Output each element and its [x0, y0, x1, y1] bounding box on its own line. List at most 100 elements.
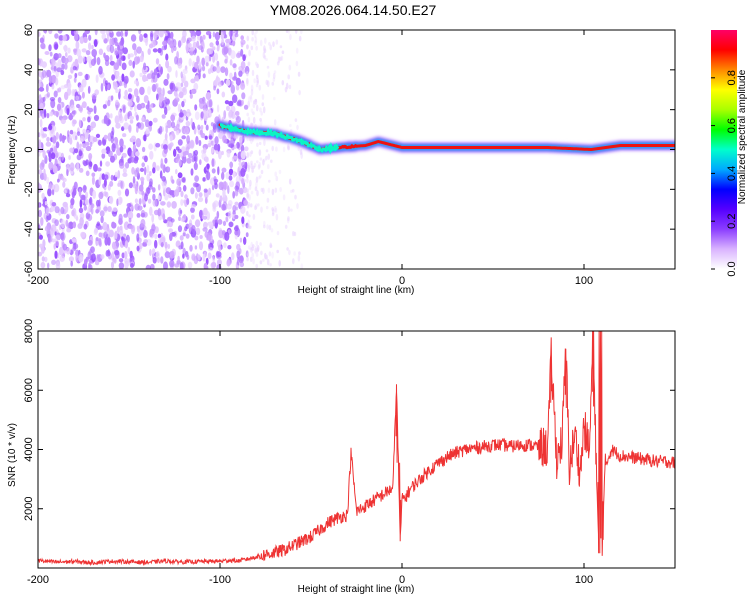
noise-speckle: [54, 219, 59, 227]
noise-speckle: [85, 141, 90, 146]
noise-speckle: [250, 84, 254, 92]
noise-speckle: [249, 247, 252, 251]
noise-speckle: [84, 198, 89, 206]
noise-speckle: [63, 91, 69, 101]
noise-speckle: [139, 33, 144, 42]
noise-speckle: [188, 152, 193, 159]
noise-speckle: [290, 189, 293, 193]
noise-speckle: [210, 122, 214, 127]
y-tick-label: 6000: [23, 378, 35, 402]
noise-speckle: [174, 97, 180, 103]
noise-speckle: [78, 84, 84, 93]
noise-speckle: [253, 32, 257, 38]
x-tick-label: -200: [27, 574, 49, 586]
noise-speckle: [238, 66, 244, 71]
noise-speckle: [252, 213, 256, 220]
noise-speckle: [175, 70, 178, 78]
noise-speckle: [192, 150, 196, 157]
noise-speckle: [184, 126, 189, 135]
noise-speckle: [277, 56, 281, 63]
noise-speckle: [275, 176, 279, 182]
noise-speckle: [223, 110, 227, 120]
noise-speckle: [169, 134, 173, 142]
noise-speckle: [232, 155, 238, 160]
chart-title: YM08.2026.064.14.50.E27: [270, 2, 437, 18]
colorbar-tick-label: 0.2: [726, 214, 738, 229]
noise-speckle: [165, 125, 168, 134]
noise-speckle: [218, 244, 222, 252]
noise-speckle: [256, 247, 259, 253]
noise-speckle: [218, 131, 224, 139]
noise-speckle: [87, 116, 91, 123]
noise-speckle: [169, 142, 174, 148]
noise-speckle: [175, 168, 178, 175]
noise-speckle: [182, 232, 186, 237]
noise-speckle: [256, 80, 260, 85]
noise-speckle: [59, 255, 65, 262]
y-tick-label: 0: [23, 146, 35, 152]
noise-speckle: [76, 48, 82, 58]
noise-speckle: [198, 45, 204, 50]
noise-speckle: [194, 104, 198, 111]
noise-speckle: [184, 194, 188, 200]
noise-speckle: [104, 80, 108, 86]
noise-speckle: [251, 36, 254, 42]
noise-speckle: [203, 188, 208, 193]
noise-speckle: [293, 251, 296, 256]
noise-speckle: [122, 172, 128, 177]
noise-speckle: [240, 167, 246, 177]
noise-speckle: [247, 61, 251, 66]
noise-speckle: [213, 85, 217, 91]
noise-speckle: [296, 203, 299, 210]
x-tick-label: -200: [27, 275, 49, 287]
noise-speckle: [118, 258, 124, 263]
noise-speckle: [75, 135, 78, 141]
noise-speckle: [215, 65, 221, 74]
noise-speckle: [44, 51, 50, 55]
noise-speckle: [132, 144, 137, 153]
noise-speckle: [123, 251, 128, 260]
noise-speckle: [39, 102, 44, 112]
noise-speckle: [139, 72, 143, 78]
x-tick-label: 100: [575, 574, 593, 586]
y-tick-label: 2000: [23, 497, 35, 521]
noise-speckle: [120, 30, 124, 38]
noise-speckle: [163, 261, 168, 269]
noise-speckle: [202, 177, 206, 182]
noise-speckle: [190, 118, 193, 127]
noise-speckle: [93, 114, 100, 122]
noise-speckle: [189, 30, 194, 34]
noise-speckle: [210, 262, 217, 269]
x-tick-label: 100: [575, 275, 593, 287]
snr-x-label: Height of straight line (km): [298, 584, 415, 595]
noise-speckle: [265, 155, 268, 161]
noise-speckle: [38, 251, 43, 257]
noise-speckle: [85, 191, 89, 199]
noise-speckle: [251, 30, 254, 36]
noise-speckle: [262, 51, 266, 59]
noise-speckle: [173, 148, 177, 157]
noise-speckle: [247, 61, 250, 67]
noise-speckle: [247, 162, 250, 169]
noise-speckle: [156, 87, 162, 94]
noise-speckle: [249, 256, 253, 262]
noise-speckle: [70, 69, 74, 74]
noise-speckle: [127, 100, 133, 107]
noise-speckle: [298, 35, 302, 42]
noise-speckle: [200, 111, 204, 119]
noise-speckle: [49, 147, 54, 152]
noise-speckle: [204, 135, 208, 140]
noise-speckle: [269, 244, 273, 248]
noise-speckle: [112, 207, 118, 212]
noise-speckle: [130, 263, 134, 268]
noise-speckle: [55, 234, 61, 241]
noise-speckle: [129, 115, 135, 120]
noise-speckle: [152, 167, 156, 174]
noise-speckle: [143, 95, 149, 103]
noise-speckle: [139, 86, 145, 96]
noise-speckle: [123, 221, 130, 230]
noise-speckle: [91, 176, 95, 185]
noise-speckle: [220, 66, 226, 73]
noise-speckle: [214, 31, 221, 41]
noise-speckle: [225, 78, 231, 87]
